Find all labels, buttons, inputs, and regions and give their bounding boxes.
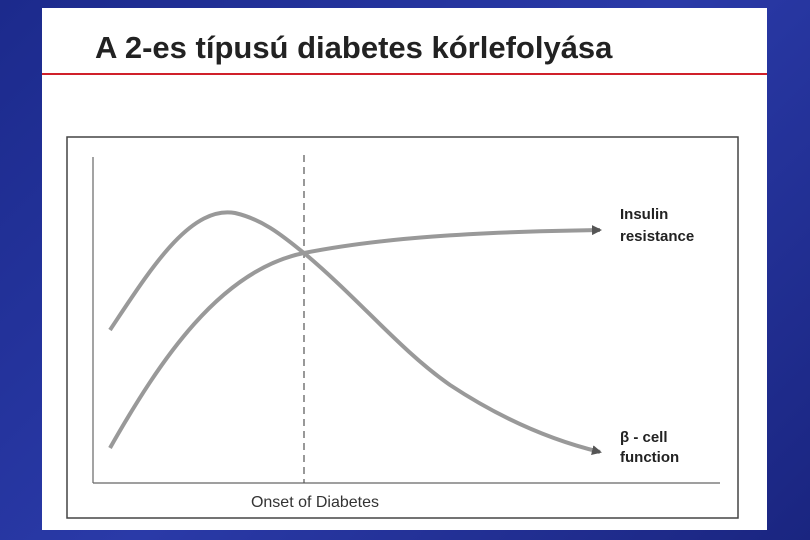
curve-label: Insulin	[620, 206, 668, 223]
slide-title: A 2-es típusú diabetes kórlefolyása	[95, 30, 613, 65]
curve-label: function	[620, 449, 679, 466]
curve-label: β - cell	[620, 429, 668, 446]
x-axis-label: Onset of Diabetes	[251, 494, 379, 511]
diagram-frame	[66, 136, 739, 519]
curve-label: resistance	[620, 228, 694, 245]
beta-cell-curve	[108, 210, 602, 455]
slide-panel	[42, 8, 767, 530]
